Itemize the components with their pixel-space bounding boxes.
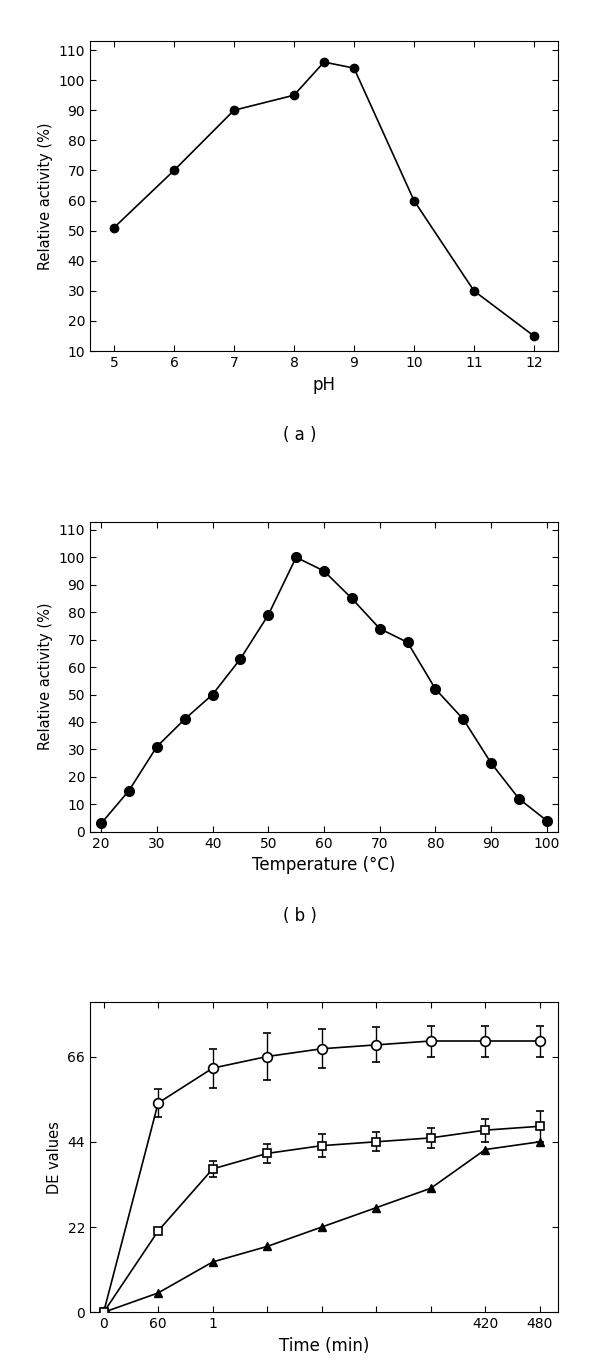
Y-axis label: Relative activity (%): Relative activity (%) — [38, 603, 53, 750]
Y-axis label: Relative activity (%): Relative activity (%) — [38, 122, 53, 269]
X-axis label: Temperature (°C): Temperature (°C) — [253, 856, 395, 874]
X-axis label: Time (min): Time (min) — [279, 1337, 369, 1355]
Y-axis label: DE values: DE values — [47, 1121, 62, 1193]
Text: ( a ): ( a ) — [283, 427, 317, 444]
Text: ( b ): ( b ) — [283, 906, 317, 925]
X-axis label: pH: pH — [313, 376, 335, 394]
